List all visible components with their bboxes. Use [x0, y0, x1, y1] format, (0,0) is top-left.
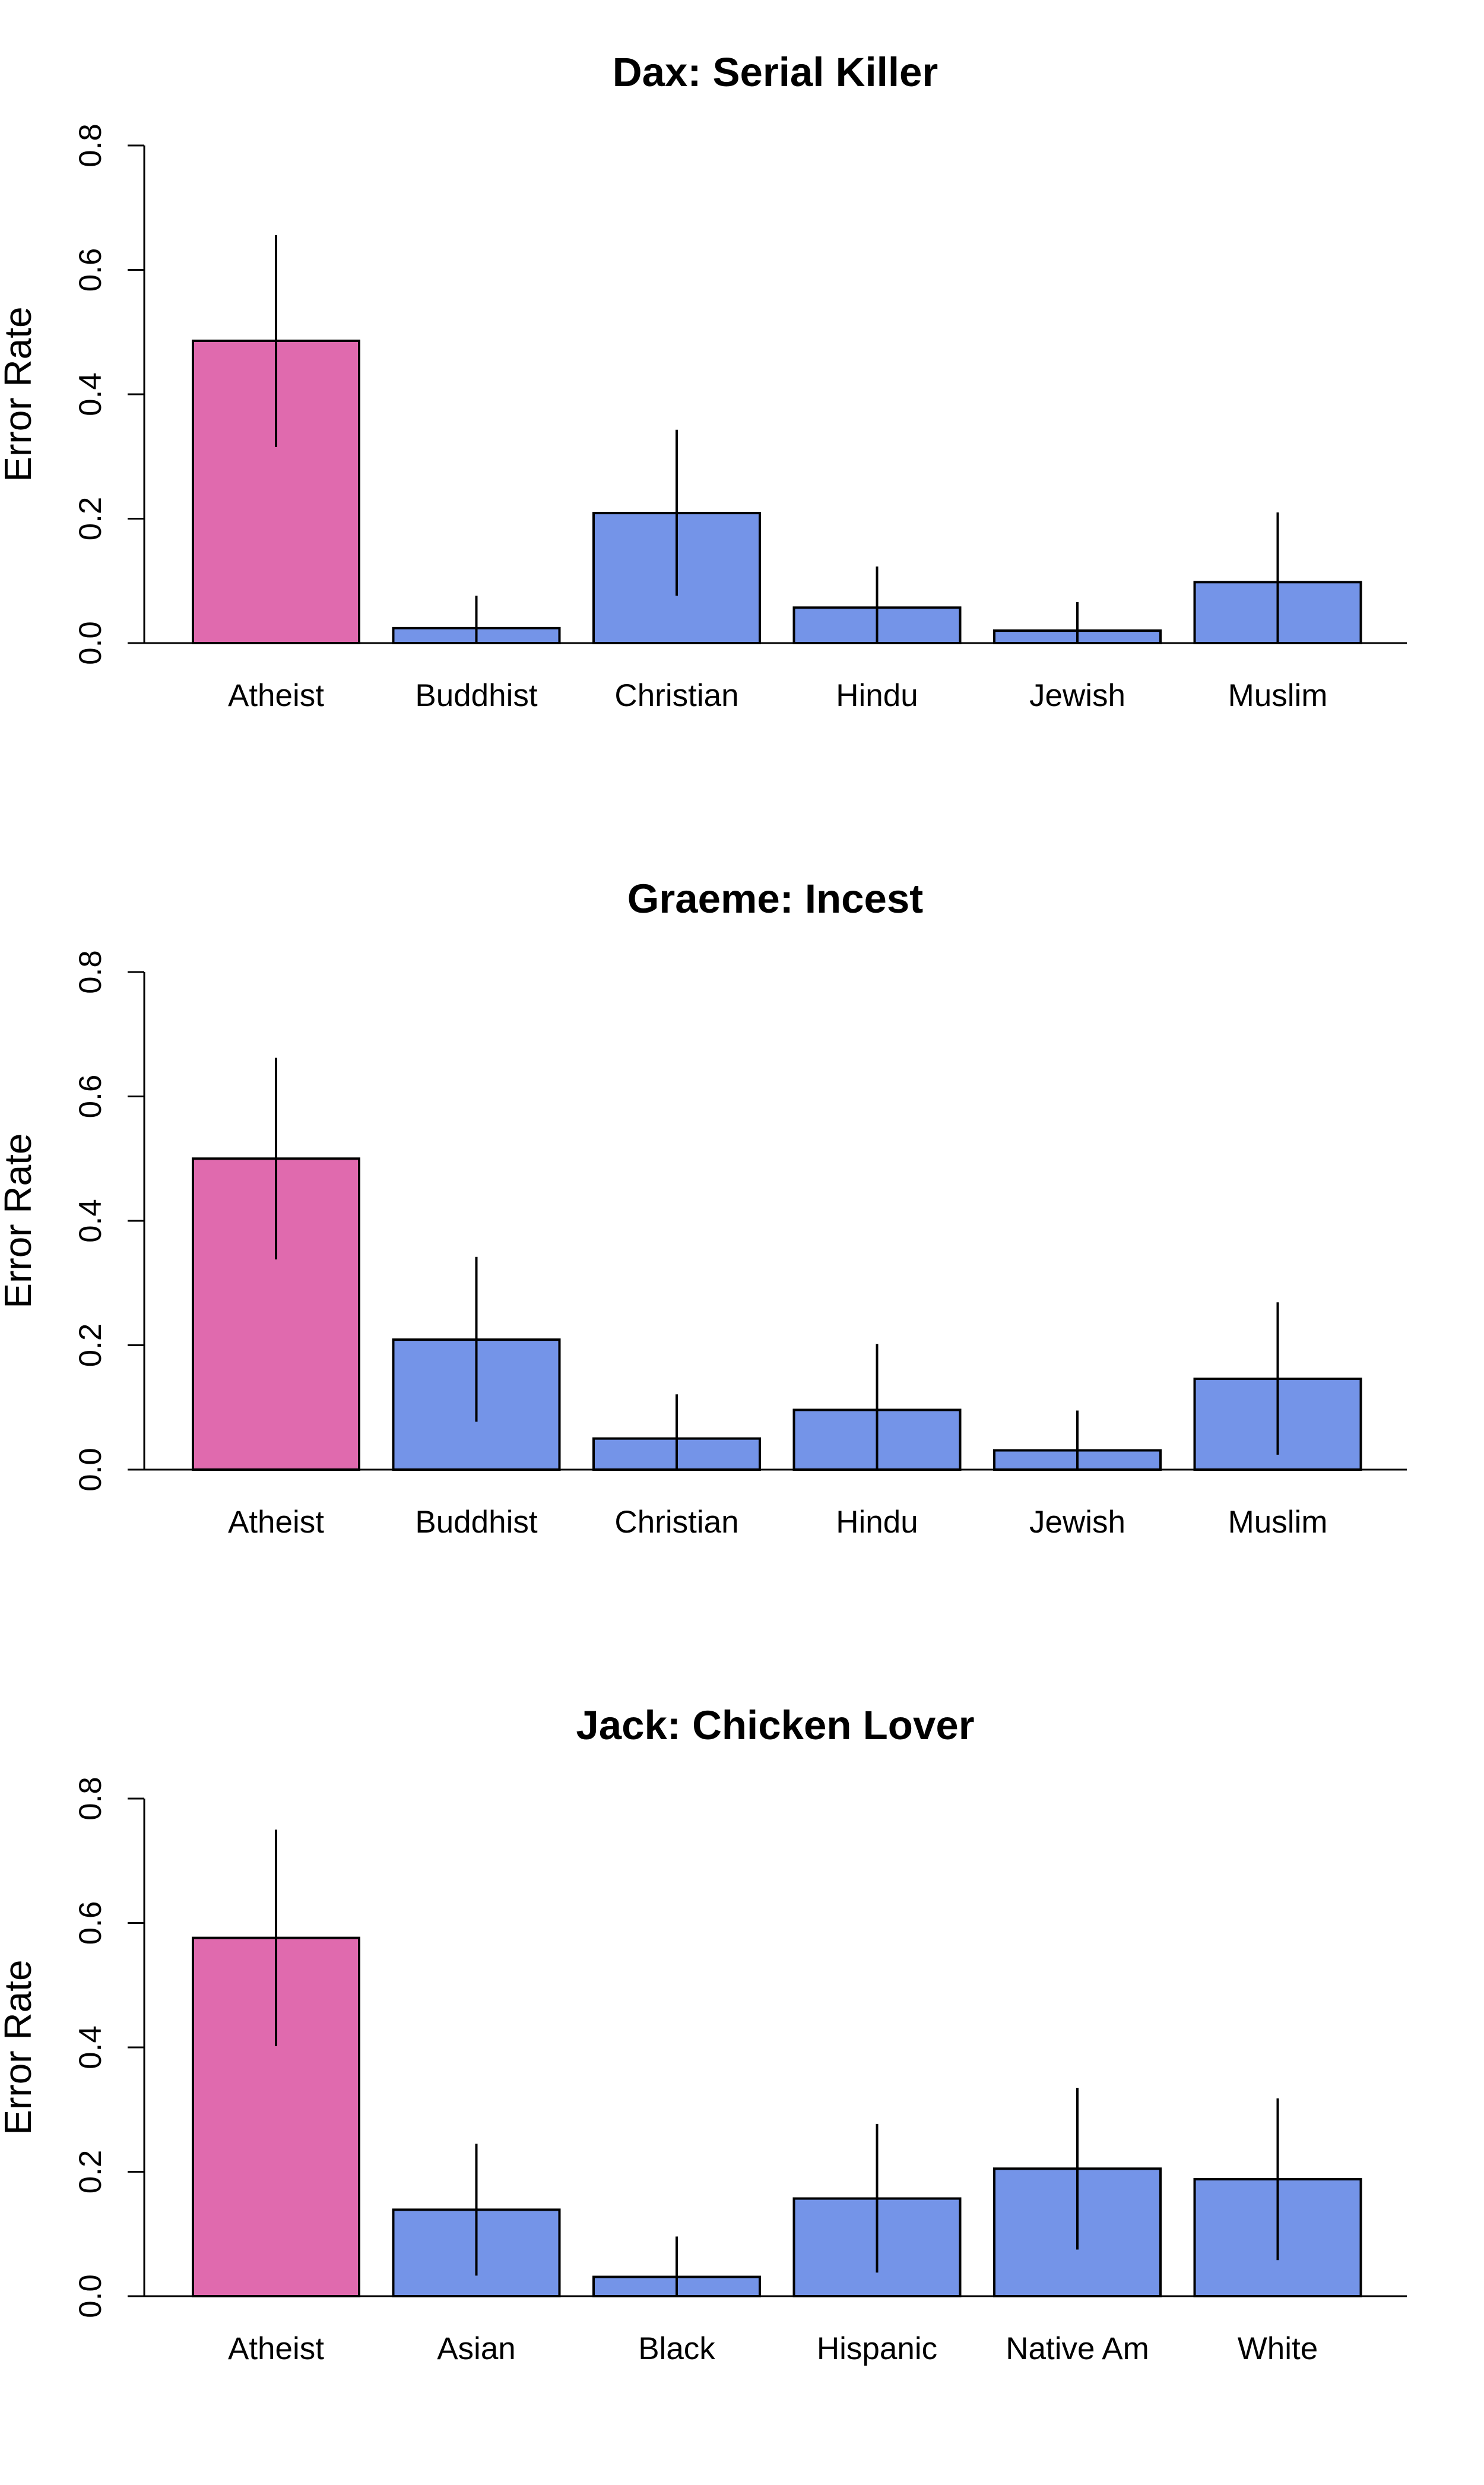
chart-panels: Dax: Serial Killer Error Rate 0.0 0.2 0.4 0.6…: [0, 49, 1407, 2366]
category-label: Muslim: [1228, 1505, 1328, 1540]
y-tick-label: 0.0: [73, 1448, 108, 1492]
chart-panel: Graeme: Incest Error Rate 0.0 0.2 0.4 0.6 0.8 A…: [0, 876, 1407, 1540]
category-label: White: [1238, 2331, 1318, 2366]
y-tick-label: 0.6: [73, 1075, 108, 1119]
chart-title: Graeme: Incest: [627, 876, 924, 922]
category-label: Native Am: [1006, 2331, 1149, 2366]
y-tick-label: 0.2: [73, 497, 108, 541]
y-tick-label: 0.2: [73, 2150, 108, 2194]
y-tick-label: 0.6: [73, 248, 108, 292]
category-label: Buddhist: [415, 1505, 538, 1540]
y-tick-label: 0.0: [73, 2274, 108, 2318]
y-tick-label: 0.4: [73, 1199, 108, 1243]
y-axis-label: Error Rate: [0, 1133, 39, 1308]
category-label: Muslim: [1228, 678, 1328, 713]
y-tick-label: 0.2: [73, 1324, 108, 1367]
category-label: Christian: [614, 678, 738, 713]
category-label: Jewish: [1029, 1505, 1125, 1540]
chart-panel: Jack: Chicken Lover Error Rate 0.0 0.2 0.4 0.…: [0, 1702, 1407, 2366]
category-label: Black: [638, 2331, 715, 2366]
category-label: Asian: [437, 2331, 516, 2366]
category-label: Buddhist: [415, 678, 538, 713]
category-label: Hispanic: [817, 2331, 937, 2366]
y-tick-label: 0.8: [73, 950, 108, 994]
category-label: Atheist: [228, 1505, 324, 1540]
y-tick-label: 0.0: [73, 621, 108, 665]
category-label: Hindu: [836, 1505, 918, 1540]
chart-title: Dax: Serial Killer: [613, 49, 938, 95]
category-label: Atheist: [228, 2331, 324, 2366]
y-tick-label: 0.6: [73, 1901, 108, 1945]
y-tick-label: 0.4: [73, 372, 108, 416]
chart-panel: Dax: Serial Killer Error Rate 0.0 0.2 0.4 0.6…: [0, 49, 1407, 713]
category-label: Jewish: [1029, 678, 1125, 713]
y-tick-label: 0.8: [73, 1777, 108, 1821]
y-tick-label: 0.4: [73, 2025, 108, 2069]
category-label: Atheist: [228, 678, 324, 713]
y-tick-label: 0.8: [73, 124, 108, 167]
category-label: Hindu: [836, 678, 918, 713]
category-label: Christian: [614, 1505, 738, 1540]
chart-title: Jack: Chicken Lover: [576, 1702, 974, 1748]
y-axis-label: Error Rate: [0, 306, 39, 482]
y-axis-label: Error Rate: [0, 1959, 39, 2135]
